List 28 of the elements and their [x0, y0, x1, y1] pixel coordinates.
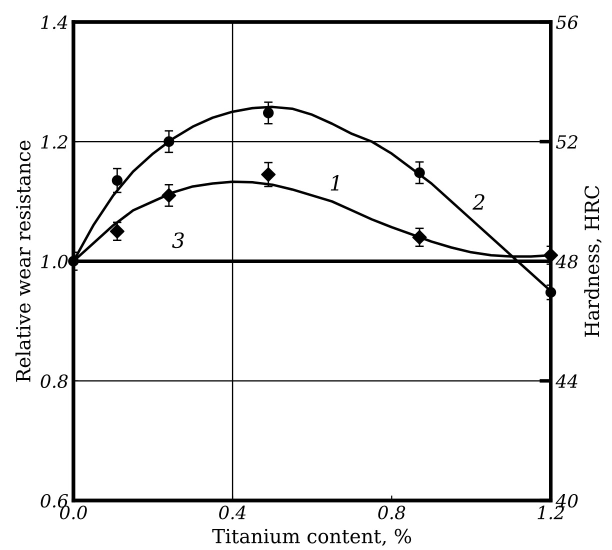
y2-tick-label: 40 [556, 494, 578, 508]
y2-tick-label: 56 [556, 15, 578, 30]
point [414, 167, 425, 178]
y-tick-label: 1.4 [41, 15, 68, 30]
annotation: 2 [472, 194, 484, 210]
point [261, 167, 276, 182]
y-tick-label: 0.6 [40, 494, 68, 508]
point [263, 108, 274, 118]
y-tick-label: 0.8 [40, 374, 68, 388]
annotation: 3 [172, 232, 184, 248]
x-axis-title: Titanium content, % [212, 528, 412, 546]
point [110, 224, 124, 239]
point [164, 136, 174, 147]
point [412, 230, 427, 245]
x-tick-label: 0.8 [378, 506, 406, 520]
point [112, 175, 123, 186]
x-tick-label: 0.0 [60, 506, 87, 520]
y-tick-label: 1.0 [41, 254, 68, 268]
y-axis-title: Relative wear resistance [15, 140, 31, 382]
point [162, 188, 176, 203]
y2-tick-label: 44 [556, 374, 578, 388]
y2-axis-title: Hardness, HRC [584, 186, 602, 337]
x-tick-label: 1.2 [538, 506, 564, 520]
x-tick-label: 0.4 [219, 506, 246, 520]
annotation: 1 [330, 174, 339, 190]
y2-tick-label: 48 [556, 254, 578, 268]
y-tick-label: 1.2 [41, 135, 68, 149]
y2-tick-label: 52 [556, 135, 578, 149]
